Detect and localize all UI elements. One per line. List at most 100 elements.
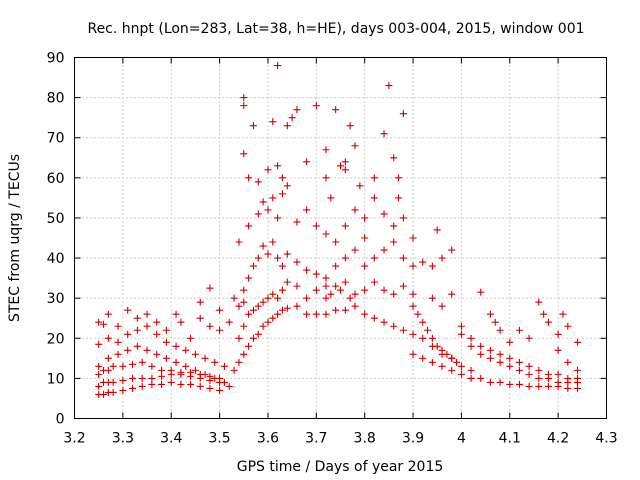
data-point-marker [162, 354, 170, 362]
data-point-marker [390, 154, 398, 162]
data-point-marker [351, 290, 359, 298]
data-point-marker [322, 274, 330, 282]
data-point-marker [409, 302, 417, 310]
data-point-marker [332, 106, 340, 114]
data-point-marker [119, 386, 127, 394]
data-point-marker [249, 306, 257, 314]
data-point-marker [245, 222, 253, 230]
data-point-marker [322, 310, 330, 318]
data-point-marker [109, 388, 117, 396]
data-point-marker [124, 330, 132, 338]
data-point-marker [337, 286, 344, 294]
data-point-marker [119, 362, 127, 370]
data-point-marker [143, 310, 151, 318]
data-point-marker [240, 322, 248, 330]
data-point-marker [399, 214, 407, 222]
data-point-marker [419, 258, 427, 266]
data-point-marker [322, 282, 330, 290]
data-point-marker [525, 362, 533, 370]
data-point-marker [264, 294, 272, 302]
data-point-marker [283, 278, 291, 286]
data-point-marker [100, 320, 108, 328]
data-point-marker [506, 338, 514, 346]
data-point-marker [457, 370, 465, 378]
data-point-marker [259, 242, 267, 250]
data-point-marker [341, 306, 349, 314]
data-point-marker [269, 118, 277, 126]
data-point-marker [196, 314, 204, 322]
data-point-marker [327, 290, 335, 298]
data-point-marker [370, 278, 378, 286]
data-point-marker [191, 350, 199, 358]
data-point-marker [138, 358, 146, 366]
data-point-marker [390, 322, 398, 330]
data-point-marker [278, 262, 286, 270]
x-tick-label: 3.4 [160, 431, 182, 447]
y-tick-label: 60 [47, 171, 65, 187]
x-tick-label: 4.1 [499, 431, 521, 447]
data-point-marker [544, 382, 552, 390]
data-point-marker [351, 206, 359, 214]
data-point-marker [148, 374, 156, 382]
data-point-marker [486, 354, 494, 362]
data-point-marker [254, 254, 262, 262]
data-point-marker [399, 282, 407, 290]
data-point-marker [211, 358, 219, 366]
data-point-marker [283, 250, 291, 258]
data-point-marker [506, 380, 514, 388]
data-point-marker [293, 282, 301, 290]
data-point-marker [486, 310, 494, 318]
data-point-marker [177, 368, 185, 376]
data-point-marker [278, 190, 286, 198]
data-point-marker [172, 342, 180, 350]
data-point-marker [235, 334, 243, 342]
data-point-marker [129, 384, 137, 392]
data-point-marker [395, 174, 403, 182]
data-point-marker [158, 366, 166, 374]
data-point-marker [573, 374, 581, 382]
y-tick-label: 70 [47, 131, 65, 147]
data-point-marker [109, 378, 117, 386]
data-point-marker [414, 310, 422, 318]
data-point-marker [230, 366, 238, 374]
data-point-marker [124, 346, 132, 354]
data-point-marker [303, 266, 311, 274]
data-point-marker [274, 214, 282, 222]
data-point-marker [351, 246, 359, 254]
data-point-marker [419, 354, 427, 362]
data-point-marker [177, 380, 185, 388]
data-point-marker [235, 238, 243, 246]
data-point-marker [332, 238, 340, 246]
data-point-marker [428, 358, 436, 366]
data-point-marker [216, 386, 224, 394]
data-point-marker [535, 366, 543, 374]
data-point-marker [109, 362, 117, 370]
data-point-marker [269, 238, 277, 246]
y-tick-label: 40 [47, 251, 65, 267]
data-point-marker [380, 246, 388, 254]
data-point-marker [506, 362, 514, 370]
data-point-marker [322, 230, 330, 238]
data-point-marker [341, 222, 349, 230]
data-point-marker [419, 334, 427, 342]
data-point-marker [182, 362, 190, 370]
data-point-marker [361, 262, 369, 270]
data-point-marker [182, 346, 190, 354]
data-point-marker [264, 250, 272, 258]
data-point-marker [216, 326, 224, 334]
y-tick-labels: 0 10 20 30 40 50 60 70 80 90 [47, 51, 65, 428]
data-point-marker [438, 362, 446, 370]
data-point-marker [133, 326, 141, 334]
data-point-marker [409, 290, 417, 298]
data-point-marker [448, 246, 456, 254]
data-point-marker [191, 366, 199, 374]
data-point-marker [206, 372, 214, 380]
data-point-marker [380, 286, 388, 294]
data-point-marker [143, 346, 151, 354]
data-point-marker [187, 368, 195, 376]
data-point-marker [535, 382, 543, 390]
data-point-marker [293, 302, 301, 310]
data-point-marker [206, 322, 214, 330]
data-point-marker [153, 318, 161, 326]
data-point-marker [351, 302, 359, 310]
